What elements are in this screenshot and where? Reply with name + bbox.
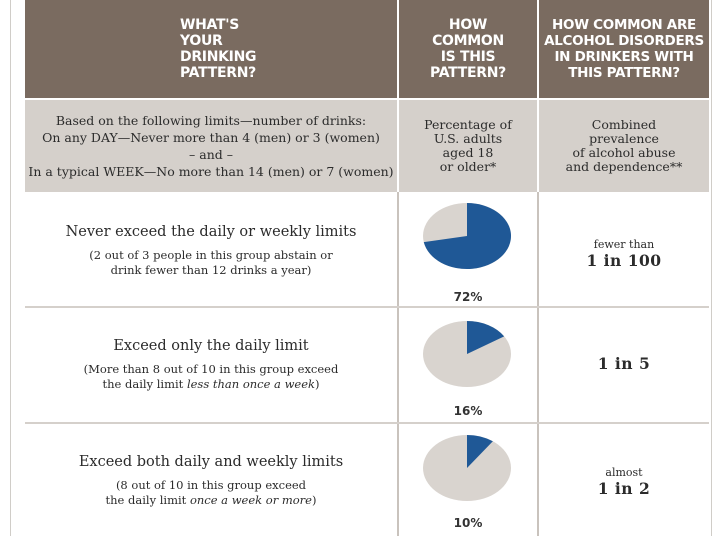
- pattern-title: Exceed only the daily limit: [113, 338, 309, 354]
- note-text: the daily limit: [102, 377, 187, 391]
- row-divider: [25, 422, 709, 424]
- pattern-row: Exceed both daily and weekly limits (8 o…: [25, 424, 709, 536]
- prevalence-value: 1 in 5: [539, 354, 709, 373]
- percentage-line: aged 18: [442, 145, 494, 160]
- pattern-row: Never exceed the daily or weekly limits …: [25, 192, 709, 306]
- limits-line: In a typical WEEK—No more than 14 (men) …: [28, 164, 394, 179]
- limits-line: Based on the following limits—number of …: [55, 113, 367, 128]
- prevalence-line: Combined: [591, 117, 657, 132]
- percent-label: 16%: [453, 404, 483, 418]
- note-text: the daily limit: [105, 493, 190, 507]
- note-italic: less than once a week: [186, 377, 315, 391]
- note-line: the daily limit once a week or more): [25, 493, 397, 508]
- limits-line: – and –: [189, 147, 233, 162]
- pattern-note: (8 out of 10 in this group exceed the da…: [25, 478, 397, 508]
- note-line: (More than 8 out of 10 in this group exc…: [83, 362, 339, 376]
- pie-chart: [423, 435, 511, 501]
- pattern-note: (2 out of 3 people in this group abstain…: [25, 248, 397, 278]
- pattern-note: (More than 8 out of 10 in this group exc…: [25, 362, 397, 392]
- pie-slice: [467, 321, 505, 354]
- column-divider: [537, 192, 539, 536]
- pattern-title: Exceed both daily and weekly limits: [78, 454, 344, 470]
- percentage-line: Percentage of: [424, 117, 512, 132]
- subheader-percentage: Percentage of U.S. adults aged 18 or old…: [399, 100, 537, 192]
- percentage-line: or older*: [439, 159, 497, 174]
- limits-line: On any DAY—Never more than 4 (men) or 3 …: [42, 130, 380, 145]
- column-divider: [397, 192, 399, 536]
- header-drinking-pattern: WHAT'S YOUR DRINKING PATTERN?: [25, 0, 397, 98]
- note-tail: ): [315, 377, 320, 391]
- prevalence-qualifier: almost: [605, 466, 643, 479]
- header-alcohol-disorders: HOW COMMON ARE ALCOHOL DISORDERS IN DRIN…: [539, 0, 709, 98]
- note-line: (2 out of 3 people in this group abstain…: [89, 248, 333, 262]
- subheader-limits: Based on the following limits—number of …: [25, 100, 397, 192]
- prevalence-line: and dependence**: [565, 159, 683, 174]
- prevalence-ratio: 1 in 100: [586, 251, 662, 270]
- pie-slice: [467, 435, 493, 468]
- prevalence-value: almost 1 in 2: [539, 466, 709, 498]
- note-line: drink fewer than 12 drinks a year): [25, 263, 397, 278]
- note-line: the daily limit less than once a week): [25, 377, 397, 392]
- prevalence-ratio: 1 in 5: [597, 354, 651, 373]
- prevalence-value: fewer than 1 in 100: [539, 238, 709, 270]
- note-italic: once a week or more: [189, 493, 312, 507]
- prevalence-qualifier: fewer than: [593, 238, 655, 251]
- drinking-pattern-chart: WHAT'S YOUR DRINKING PATTERN? HOW COMMON…: [10, 0, 712, 536]
- pie-chart: [423, 203, 512, 269]
- pie-chart: [423, 321, 511, 387]
- pie-slice: [423, 203, 512, 269]
- percent-label: 72%: [453, 290, 483, 304]
- pattern-title: Never exceed the daily or weekly limits: [65, 224, 357, 240]
- pattern-row: Exceed only the daily limit (More than 8…: [25, 308, 709, 422]
- row-divider: [25, 306, 709, 308]
- prevalence-ratio: 1 in 2: [597, 479, 651, 498]
- note-text: drink fewer than 12 drinks a year): [110, 263, 312, 277]
- percentage-line: U.S. adults: [433, 131, 503, 146]
- note-tail: ): [311, 493, 317, 507]
- header-how-common: HOW COMMON IS THIS PATTERN?: [399, 0, 537, 98]
- prevalence-line: prevalence: [589, 131, 659, 146]
- note-line: (8 out of 10 in this group exceed: [115, 478, 307, 492]
- prevalence-line: of alcohol abuse: [572, 145, 676, 160]
- percent-label: 10%: [453, 516, 483, 530]
- subheader-prevalence: Combined prevalence of alcohol abuse and…: [539, 100, 709, 192]
